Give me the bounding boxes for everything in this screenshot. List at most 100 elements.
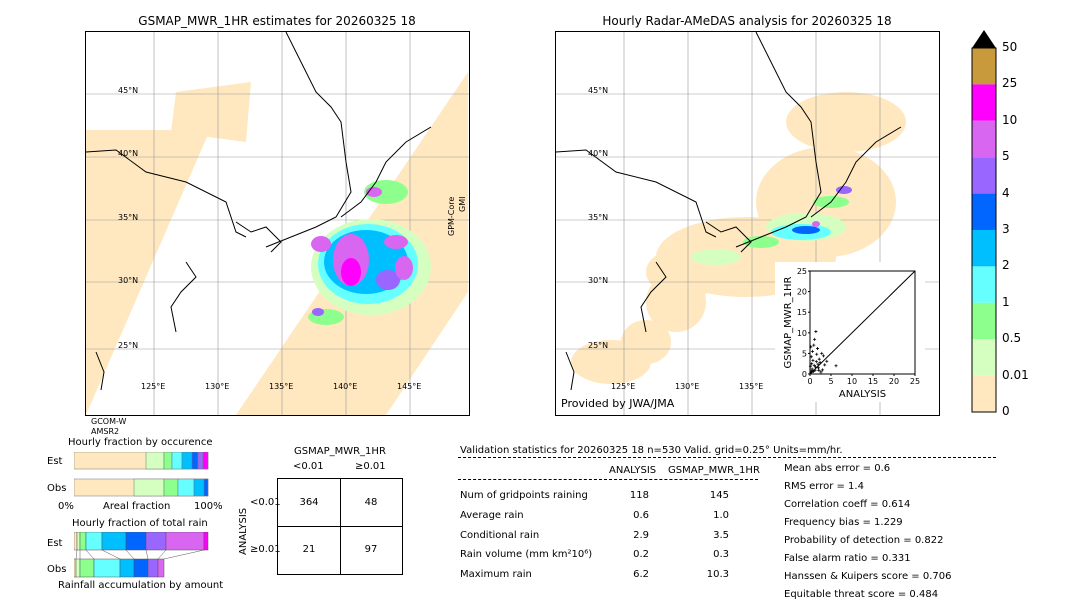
colorbar-segment (972, 266, 996, 303)
left-map (85, 31, 470, 416)
left-map-title: GSMAP_MWR_1HR estimates for 20260325 18 (138, 14, 416, 28)
axis-mid: Areal fraction (103, 501, 171, 512)
scatter-point (809, 355, 813, 359)
scatter-point (817, 357, 821, 361)
scatter-svg: 00 5 5 10 10 15 15 20 20 25 25 ANALYSIS GSMAP_MWR_1H… (783, 267, 920, 400)
score-line: False alarm ratio = 0.331 (784, 553, 911, 564)
colorbar-segment (972, 84, 996, 121)
stat-analysis-value: 0.2 (633, 549, 649, 560)
left-lon-125: 125°E (141, 382, 166, 391)
scatter-x-tick: 10 (847, 377, 857, 386)
occ-row-est: Est (47, 456, 63, 467)
contingency-col-ge: ≥0.01 (355, 461, 386, 472)
left-lat-45: 45°N (118, 86, 139, 95)
stat-analysis-value: 118 (629, 490, 649, 501)
stat-gsmap-value: 10.3 (706, 569, 729, 580)
left-lon-140: 140°E (333, 382, 358, 391)
score-line: RMS error = 1.4 (784, 481, 864, 492)
scatter-point (810, 362, 814, 366)
scatter-point (809, 345, 813, 349)
contingency-title: GSMAP_MWR_1HR (294, 446, 386, 457)
col-analysis: ANALYSIS (609, 465, 657, 476)
score-line: Equitable threat score = 0.484 (784, 589, 939, 600)
validation-header: Validation statistics for 20260325 18 n=… (460, 445, 843, 456)
scatter-x-tick: 15 (868, 377, 878, 386)
scatter-point (810, 369, 814, 373)
scatter-point (817, 368, 821, 372)
scatter-point (815, 352, 819, 356)
accum-caption: Rainfall accumulation by amount (58, 580, 224, 591)
scatter-frame (809, 270, 916, 375)
score-line: Correlation coeff = 0.614 (784, 499, 911, 510)
contingency-ylabel: ANALYSIS (238, 507, 249, 555)
colorbar-tick-label: 2 (1002, 258, 1010, 273)
scatter-x-tick: 20 (889, 377, 899, 386)
colorbar-segment (972, 157, 996, 194)
left-lat-25: 25°N (118, 341, 139, 350)
colorbar-tick-label: 25 (1002, 76, 1018, 91)
scatter-point (816, 362, 820, 366)
colorbar (971, 30, 997, 413)
scatter-x-tick: 0 (807, 377, 812, 386)
scatter-inset: 0 0 5 5 10 10 15 15 20 20 25 25 ANALYSIS GSMAP_MWR_1H… (775, 262, 925, 402)
right-coastlines (556, 32, 902, 391)
scatter-point (819, 370, 823, 374)
colorbar-tick-label: 0.5 (1002, 331, 1022, 346)
colorbar-tick-label: 5 (1002, 149, 1010, 164)
left-lon-135: 135°E (269, 382, 294, 391)
left-lon-145: 145°E (397, 382, 422, 391)
contingency-grid: 364 48 21 97 (277, 478, 403, 575)
stat-label: Rain volume (mm km²10⁶) (460, 549, 593, 560)
sat-label-2: AMSR2 (91, 427, 120, 436)
sat-label-1: GCOM-W (91, 417, 127, 426)
scatter-point (813, 337, 817, 341)
scatter-x-tick: 25 (910, 377, 920, 386)
scatter-point (834, 364, 838, 368)
amount-bars (74, 532, 209, 578)
amt-row-est: Est (47, 538, 63, 549)
right-lon-125: 125°E (611, 382, 636, 391)
scatter-point (808, 364, 812, 368)
colorbar-tick-label: 0.01 (1002, 367, 1029, 382)
right-lat-40: 40°N (588, 149, 609, 158)
stat-gsmap-value: 145 (709, 490, 729, 501)
cell-hit-lt-lt: 364 (299, 497, 319, 508)
scatter-y-tick: 25 (797, 267, 807, 276)
right-lat-45: 45°N (588, 86, 609, 95)
scatter-point (812, 343, 816, 347)
contingency-row-ge: ≥0.01 (250, 544, 281, 555)
stat-label: Num of gridpoints raining (460, 490, 588, 501)
header-divider (458, 457, 996, 458)
scatter-xlabel: ANALYSIS (839, 389, 886, 400)
col-divider (458, 479, 758, 480)
colorbar-segment (972, 302, 996, 340)
left-lat-35: 35°N (118, 213, 139, 222)
stat-label: Maximum rain (460, 569, 532, 580)
scatter-point (813, 368, 817, 372)
left-swath-1 (86, 130, 210, 415)
colorbar-border (971, 47, 997, 413)
stat-label: Conditional rain (460, 530, 540, 541)
scatter-point (814, 360, 818, 364)
scatter-x-tick: 5 (828, 377, 833, 386)
left-rain-field (308, 180, 431, 325)
occ-row-obs: Obs (47, 483, 67, 494)
scatter-point (812, 363, 816, 367)
colorbar-tick-label: 10 (1002, 112, 1018, 127)
scatter-point (814, 330, 818, 334)
score-line: Hanssen & Kuipers score = 0.706 (784, 571, 952, 582)
left-swath-3 (171, 82, 251, 142)
left-coastlines (86, 32, 432, 391)
scatter-point (813, 365, 817, 369)
stat-analysis-value: 0.6 (633, 510, 649, 521)
score-line: Mean abs error = 0.6 (784, 463, 891, 474)
occurrence-bars (74, 452, 209, 497)
colorbar-segment (972, 339, 996, 376)
scatter-diagonal (809, 270, 916, 375)
scatter-point (809, 371, 813, 375)
scatter-point (823, 363, 827, 367)
colorbar-segment (972, 48, 996, 85)
scatter-point (821, 368, 825, 372)
left-map-svg (86, 32, 469, 415)
contingency-row-lt: <0.01 (250, 497, 281, 508)
